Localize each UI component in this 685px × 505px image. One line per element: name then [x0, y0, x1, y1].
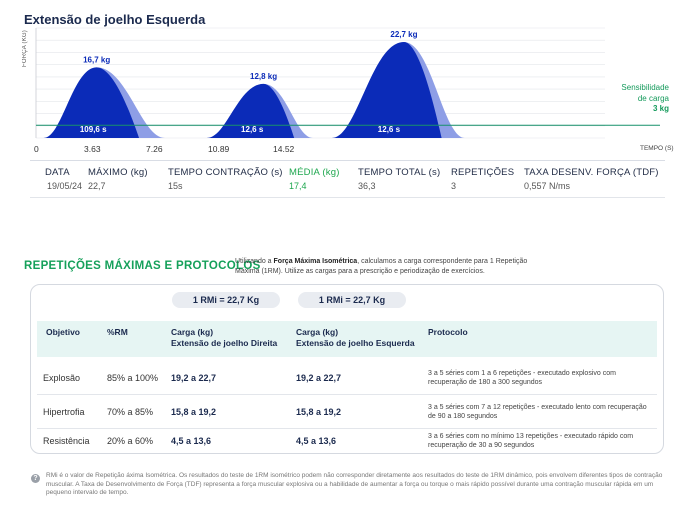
summary-value-maximo: 22,7: [88, 181, 106, 191]
footnote-text: RMi é o valor de Repetição áxima Isométr…: [46, 472, 663, 496]
table-row: Resistência 20% a 60% 4,5 a 13,6 4,5 a 1…: [37, 429, 657, 453]
row-objetivo: Explosão: [43, 373, 81, 383]
table-row: Explosão 85% a 100% 19,2 a 22,7 19,2 a 2…: [37, 361, 657, 395]
section-desc-bold: Força Máxima Isométrica: [273, 258, 358, 265]
force-chart: 16,7 kg 109,6 s 12,8 kg 12,6 s 22,7 kg 12,6 s: [35, 27, 660, 139]
rm-table-header: Objetivo %RM Carga (kg) Extensão de joel…: [37, 321, 657, 357]
row-objetivo: Hipertrofia: [43, 407, 85, 417]
header-carga-esquerda-line2: Extensão de joelho Esquerda: [296, 338, 415, 348]
header-carga-direita: Carga (kg) Extensão de joelho Direita: [171, 327, 277, 349]
summary-table: DATA MÁXIMO (kg) TEMPO CONTRAÇÃO (s) MÉD…: [30, 160, 665, 195]
threshold-label-line2: de carga: [637, 93, 669, 103]
peak-1-label: 16,7 kg: [83, 55, 110, 64]
y-axis-label: FORÇA (KG): [22, 30, 28, 68]
x-tick-label: 14.52: [273, 144, 295, 154]
row-objetivo: Resistência: [43, 436, 90, 446]
row-carga-direita: 19,2 a 22,7: [171, 373, 217, 383]
row-carga-direita: 15,8 a 19,2: [171, 407, 217, 417]
row-carga-direita: 4,5 a 13,6: [171, 436, 212, 446]
header-protocolo: Protocolo: [428, 327, 468, 337]
summary-header-data: DATA: [45, 167, 70, 178]
row-rm: 85% a 100%: [107, 373, 159, 383]
peak-3-area: [331, 41, 442, 138]
x-axis-label: TEMPO (S): [640, 145, 674, 152]
x-tick-label: 10.89: [208, 144, 230, 154]
summary-divider: [30, 197, 665, 198]
summary-value-tempo-total: 36,3: [358, 181, 376, 191]
row-carga-esquerda: 19,2 a 22,7: [296, 373, 342, 383]
summary-value-tdf: 0,557 N/ms: [524, 181, 571, 191]
header-rm: %RM: [107, 327, 128, 337]
peak-1-duration: 109,6 s: [80, 125, 107, 134]
header-carga-direita-line1: Carga (kg): [171, 327, 214, 337]
section-desc-pre: Utilizando a: [235, 258, 274, 265]
threshold-label-line1: Sensibilidade: [621, 83, 669, 92]
section-desc-post: , calculamos a carga correspondente para…: [235, 258, 528, 275]
peak-2-area: [206, 83, 295, 138]
x-tick-label: 3.63: [84, 144, 101, 154]
row-protocolo: 3 a 6 séries com no mínimo 13 repetições…: [428, 433, 634, 449]
summary-header-repeticoes: REPETIÇÕES: [451, 167, 515, 178]
header-carga-esquerda: Carga (kg) Extensão de joelho Esquerda: [296, 327, 415, 349]
peak-3-duration: 12,6 s: [378, 125, 401, 134]
row-protocolo: 3 a 5 séries com 1 a 6 repetições - exec…: [428, 370, 616, 386]
summary-value-media: 17,4: [289, 181, 307, 191]
header-objetivo: Objetivo: [46, 327, 81, 337]
row-rm: 20% a 60%: [107, 436, 154, 446]
rmi-pill-right-leg: 1 RMi = 22,7 Kg: [172, 292, 280, 308]
question-icon: ?: [31, 474, 40, 483]
threshold-value: 3 kg: [652, 104, 669, 113]
x-tick-label: 7.26: [146, 144, 163, 154]
threshold-legend: Sensibilidade de carga 3 kg: [621, 83, 669, 115]
peak-2-duration: 12,6 s: [241, 125, 264, 134]
summary-value-repeticoes: 3: [451, 181, 457, 191]
summary-value-data: 19/05/24: [47, 181, 83, 191]
summary-value-tempo-contracao: 15s: [168, 181, 183, 191]
peak-3-label: 22,7 kg: [390, 30, 417, 39]
table-row: Hipertrofia 70% a 85% 15,8 a 19,2 15,8 a…: [37, 395, 657, 429]
summary-header-media: MÉDIA (kg): [289, 167, 340, 178]
peak-2-label: 12,8 kg: [250, 72, 277, 81]
row-protocolo: 3 a 5 séries com 7 a 12 repetições - exe…: [428, 404, 647, 420]
header-carga-direita-line2: Extensão de joelho Direita: [171, 338, 278, 348]
row-carga-esquerda: 4,5 a 13,6: [296, 436, 337, 446]
summary-header-tempo-total: TEMPO TOTAL (s): [358, 167, 441, 178]
summary-header-tempo-contracao: TEMPO CONTRAÇÃO (s): [168, 167, 283, 178]
section-description: Utilizando a Força Máxima Isométrica, ca…: [235, 257, 545, 277]
page-title: Extensão de joelho Esquerda: [24, 12, 206, 27]
rmi-pill-left-leg: 1 RMi = 22,7 Kg: [298, 292, 406, 308]
section-title: REPETIÇÕES MÁXIMAS E PROTOCOLOS: [24, 260, 261, 272]
row-rm: 70% a 85%: [107, 407, 154, 417]
summary-header-tdf: TAXA DESENV. FORÇA (TDF): [524, 167, 659, 178]
rm-card: 1 RMi = 22,7 Kg 1 RMi = 22,7 Kg Objetivo…: [30, 284, 664, 454]
header-carga-esquerda-line1: Carga (kg): [296, 327, 339, 337]
row-carga-esquerda: 15,8 a 19,2: [296, 407, 342, 417]
x-tick-label: 0: [34, 144, 39, 154]
peak-1-area: [43, 67, 140, 138]
summary-header-maximo: MÁXIMO (kg): [88, 167, 148, 178]
